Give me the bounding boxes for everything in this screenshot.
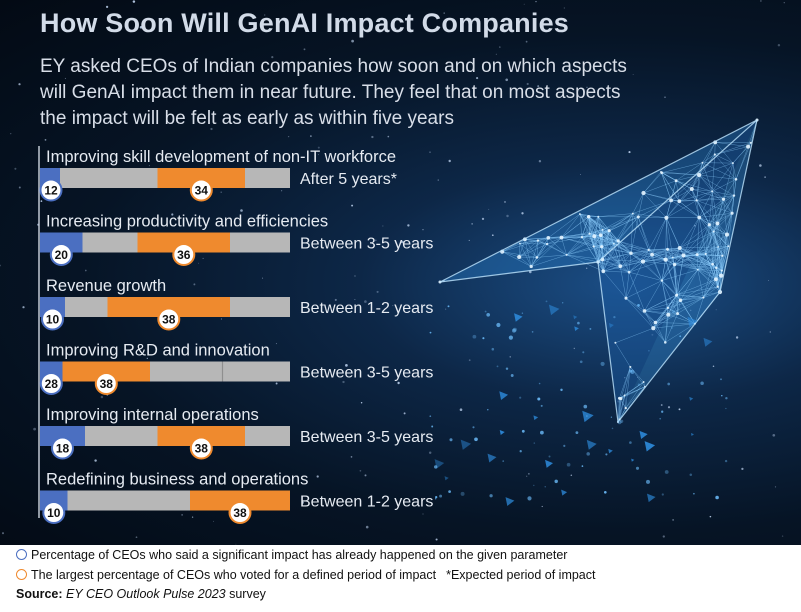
dark-panel: How Soon Will GenAI Impact Companies EY … — [0, 0, 801, 545]
expected-period-label: After 5 years* — [300, 171, 397, 188]
subtitle-line-1: EY asked CEOs of Indian companies how so… — [40, 56, 627, 77]
bar-segment-grey — [245, 168, 290, 188]
bar-segment-grey — [230, 232, 290, 253]
already-happened-marker — [51, 436, 74, 460]
bar-segment-grey — [150, 361, 223, 382]
already-happened-marker — [39, 178, 63, 202]
source-label: Source: — [16, 587, 63, 601]
bar-segment-orange — [62, 361, 150, 382]
largest-period-value: 38 — [195, 442, 209, 456]
largest-period-value: 36 — [177, 248, 191, 262]
source-suffix: survey — [229, 587, 266, 601]
already-happened-value: 10 — [47, 506, 61, 520]
category-label: Improving skill development of non-IT wo… — [46, 148, 396, 166]
bar-segment-grey — [82, 232, 138, 253]
largest-period-marker — [94, 372, 118, 395]
already-happened-value: 18 — [56, 442, 70, 456]
largest-period-value: 34 — [195, 184, 209, 198]
largest-period-marker — [228, 501, 252, 524]
category-label: Improving internal operations — [46, 406, 259, 424]
bar-segment-blue — [40, 232, 83, 253]
expected-period-label: Between 3-5 years — [300, 365, 433, 382]
category-label: Increasing productivity and efficiencies — [46, 213, 328, 231]
already-happened-value: 10 — [46, 313, 60, 327]
category-label: Revenue growth — [46, 277, 166, 295]
largest-period-marker — [189, 178, 213, 202]
source-line: Source: EY CEO Outlook Pulse 2023 survey — [16, 587, 266, 601]
expected-period-label: Between 3-5 years — [300, 236, 433, 253]
floating-shards — [429, 300, 728, 506]
legend-orange: The largest percentage of CEOs who voted… — [16, 568, 595, 582]
bar-segment-grey — [85, 426, 158, 446]
legend-orange-text: The largest percentage of CEOs who voted… — [31, 568, 437, 582]
paper-plane-network-illustration — [0, 0, 785, 545]
bar-segment-orange — [107, 297, 230, 317]
already-happened-value: 12 — [44, 184, 58, 198]
expected-period-label: Between 1-2 years — [300, 494, 433, 511]
source-name: EY CEO Outlook Pulse 2023 — [66, 587, 226, 601]
bar-segment-grey — [60, 168, 158, 188]
expected-period-label: Between 3-5 years — [300, 429, 433, 446]
largest-period-marker — [189, 436, 213, 460]
bar-segment-orange — [137, 232, 230, 253]
orange-circle-icon — [16, 569, 27, 580]
expected-period-label: Between 1-2 years — [300, 300, 433, 317]
bar-segment-orange — [157, 426, 245, 446]
page-title: How Soon Will GenAI Impact Companies — [40, 8, 570, 38]
already-happened-value: 20 — [55, 248, 69, 262]
star-field — [0, 0, 785, 545]
stacked-bar-chart: Improving skill development of non-IT wo… — [38, 146, 433, 524]
legend-blue: Percentage of CEOs who said a significan… — [16, 548, 567, 562]
largest-period-marker — [172, 243, 196, 266]
already-happened-marker — [42, 501, 66, 524]
category-label: Redefining business and operations — [46, 471, 308, 489]
largest-period-value: 38 — [162, 313, 176, 327]
bar-segment-grey — [230, 297, 290, 317]
bar-segment-grey — [222, 361, 290, 382]
already-happened-marker — [41, 307, 64, 331]
legend-expected-note: *Expected period of impact — [446, 568, 596, 582]
bar-segment-grey — [65, 297, 108, 317]
category-label: Improving R&D and innovation — [46, 342, 270, 360]
largest-period-value: 38 — [100, 377, 114, 391]
bar-segment-orange — [157, 168, 245, 188]
bar-segment-grey — [67, 490, 190, 511]
already-happened-value: 28 — [45, 377, 59, 391]
blue-circle-icon — [16, 549, 27, 560]
bar-segment-blue — [40, 426, 85, 446]
bar-segment-orange — [190, 490, 290, 511]
largest-period-value: 38 — [233, 506, 247, 520]
paper-plane-icon — [438, 118, 759, 424]
legend-blue-text: Percentage of CEOs who said a significan… — [31, 548, 568, 562]
bar-segment-grey — [245, 426, 290, 446]
already-happened-marker — [49, 243, 73, 266]
already-happened-marker — [39, 372, 63, 395]
subtitle-line-2: will GenAI impact them in near future. T… — [40, 82, 621, 103]
largest-period-marker — [157, 307, 181, 331]
subtitle-line-3: the impact will be felt as early as with… — [40, 108, 454, 129]
